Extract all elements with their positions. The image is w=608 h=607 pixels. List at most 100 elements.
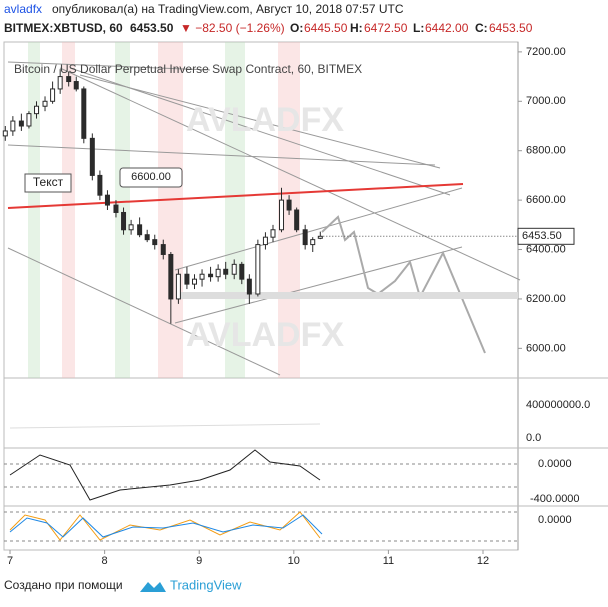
candle-body	[34, 105, 40, 115]
candle-body	[113, 204, 119, 213]
trend-line	[59, 67, 521, 281]
candle-body	[294, 209, 300, 231]
o-label: O:	[290, 21, 303, 35]
y-tick-label: 7000.00	[526, 95, 566, 107]
logo	[140, 582, 166, 592]
candle-body	[168, 253, 174, 300]
volume-tick: 400000000.0	[526, 399, 590, 411]
price-tag: 6453.50	[522, 230, 562, 242]
footer-text: Создано при помощи	[4, 578, 123, 592]
symbol: BITMEX:XBTUSD, 60	[4, 21, 123, 35]
candle-body	[279, 199, 285, 231]
candle-body	[152, 239, 158, 246]
candle-body	[26, 113, 32, 127]
candle-body	[160, 244, 166, 255]
y-tick-label: 6600.00	[526, 194, 566, 206]
candle-body	[121, 211, 127, 231]
last: 6453.50	[130, 21, 174, 35]
watermark: AVLADFX	[186, 101, 344, 139]
candle-body	[104, 194, 110, 206]
trend-line	[79, 74, 441, 169]
x-tick-label: 12	[477, 555, 489, 567]
candle-body	[310, 239, 316, 246]
h-label: H:	[350, 21, 363, 35]
c-label: C:	[475, 21, 488, 35]
candle-body	[231, 263, 237, 275]
candle-body	[89, 137, 95, 176]
macd-tick: -400.0000	[530, 493, 580, 505]
candle-body	[239, 263, 245, 280]
text-box	[24, 173, 72, 193]
candle-body	[208, 273, 214, 278]
published: опубликовал(а) на TradingView.com, Авгус…	[52, 2, 404, 16]
trend-line	[7, 247, 281, 376]
candle-body	[270, 229, 276, 238]
indicators	[4, 423, 518, 542]
x-tick-label: 10	[288, 555, 300, 567]
candle-body	[10, 120, 16, 132]
candle-body	[128, 224, 134, 231]
volume-ma	[9, 423, 321, 429]
price-tag-box	[517, 227, 575, 245]
band	[62, 42, 75, 378]
candle-body	[73, 81, 79, 90]
candle-body	[57, 76, 63, 90]
volume-tick: 0.0	[526, 432, 541, 444]
band	[115, 42, 130, 378]
candle-body	[255, 244, 261, 295]
candle-body	[66, 76, 72, 83]
y-tick-label: 6400.00	[526, 243, 566, 255]
stoch-tick: 0.0000	[538, 514, 572, 526]
band	[28, 42, 40, 378]
candle-body	[223, 268, 229, 275]
candle-body	[18, 120, 24, 127]
candle-body	[50, 88, 56, 102]
trend-line	[7, 144, 436, 166]
macd-line	[9, 449, 321, 501]
footer-brand[interactable]: TradingView	[170, 577, 242, 592]
x-tick-label: 7	[7, 555, 13, 567]
candle-body	[2, 130, 8, 137]
candle-body	[97, 174, 103, 196]
chart-title: Bitcoin / US Dollar Perpetual Inverse Sw…	[14, 62, 362, 76]
y-tick-label: 7200.00	[526, 46, 566, 58]
resistance-line	[7, 183, 464, 209]
callout	[119, 167, 183, 188]
h: 6472.50	[364, 21, 408, 35]
c: 6453.50	[489, 21, 533, 35]
text-note: Текст	[33, 175, 64, 189]
x-tick-label: 11	[383, 555, 394, 567]
l-label: L:	[413, 21, 424, 35]
candle-body	[215, 268, 221, 278]
y-tick-label: 6800.00	[526, 145, 566, 157]
candle-body	[246, 278, 252, 295]
candle-body	[81, 88, 87, 139]
o: 6445.50	[304, 21, 348, 35]
x-tick-label: 9	[196, 555, 202, 567]
trend-line	[174, 187, 463, 271]
candle-body	[191, 278, 197, 285]
watermark: AVLADFX	[186, 316, 344, 354]
callout-text: 6600.00	[131, 171, 171, 183]
y-tick-label: 6000.00	[526, 342, 566, 354]
x-tick-label: 8	[102, 555, 108, 567]
y-tick-label: 6200.00	[526, 293, 566, 305]
candle-body	[137, 224, 143, 236]
trend-line	[7, 61, 211, 71]
candle-body	[175, 273, 181, 300]
drawings	[7, 61, 521, 376]
support-zone	[180, 292, 518, 299]
candle-body	[302, 229, 308, 246]
macd-tick: 0.0000	[538, 458, 572, 470]
candle-body	[199, 273, 205, 280]
author[interactable]: avladfx	[4, 2, 42, 16]
trend-line	[174, 246, 463, 324]
candle-body	[262, 236, 268, 246]
l: 6442.00	[425, 21, 469, 35]
candle-body	[286, 199, 292, 211]
stoch-d	[9, 514, 323, 538]
candle-body	[184, 273, 190, 285]
candle-body	[42, 100, 48, 107]
change: ▼ −82.50 (−1.26%)	[180, 21, 285, 35]
